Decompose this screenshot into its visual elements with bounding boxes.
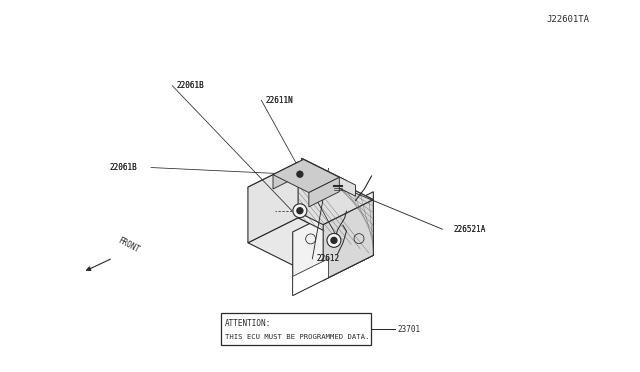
Circle shape [293,204,307,218]
Circle shape [331,237,337,243]
Polygon shape [292,259,328,295]
Text: 22061B: 22061B [109,163,138,172]
Bar [221,313,371,345]
Circle shape [297,171,303,177]
Text: 226521A: 226521A [454,225,486,234]
Polygon shape [248,218,373,280]
Text: THIS ECU MUST BE PROGRAMMED DATA.: THIS ECU MUST BE PROGRAMMED DATA. [225,334,369,340]
Polygon shape [301,158,355,196]
Text: FRONT: FRONT [116,236,141,255]
Text: 22611N: 22611N [266,96,294,105]
Polygon shape [301,158,346,192]
Text: 22061B: 22061B [177,81,204,90]
Polygon shape [248,162,373,225]
Text: 22061B: 22061B [177,81,204,90]
Text: 226521A: 226521A [454,225,486,234]
Circle shape [293,167,307,181]
Polygon shape [248,162,298,243]
Text: 22611N: 22611N [266,96,294,105]
Polygon shape [298,162,373,255]
Polygon shape [273,160,339,193]
Polygon shape [273,160,303,189]
Polygon shape [292,192,373,295]
Polygon shape [309,177,339,207]
Text: 22612: 22612 [317,254,340,263]
Polygon shape [323,200,373,280]
Circle shape [327,234,341,247]
Circle shape [297,208,303,214]
Text: 22061B: 22061B [109,163,138,172]
Text: 22612: 22612 [317,254,340,263]
Text: J22601TA: J22601TA [546,15,589,25]
Text: 23701: 23701 [397,325,420,334]
Text: ATTENTION:: ATTENTION: [225,319,271,328]
